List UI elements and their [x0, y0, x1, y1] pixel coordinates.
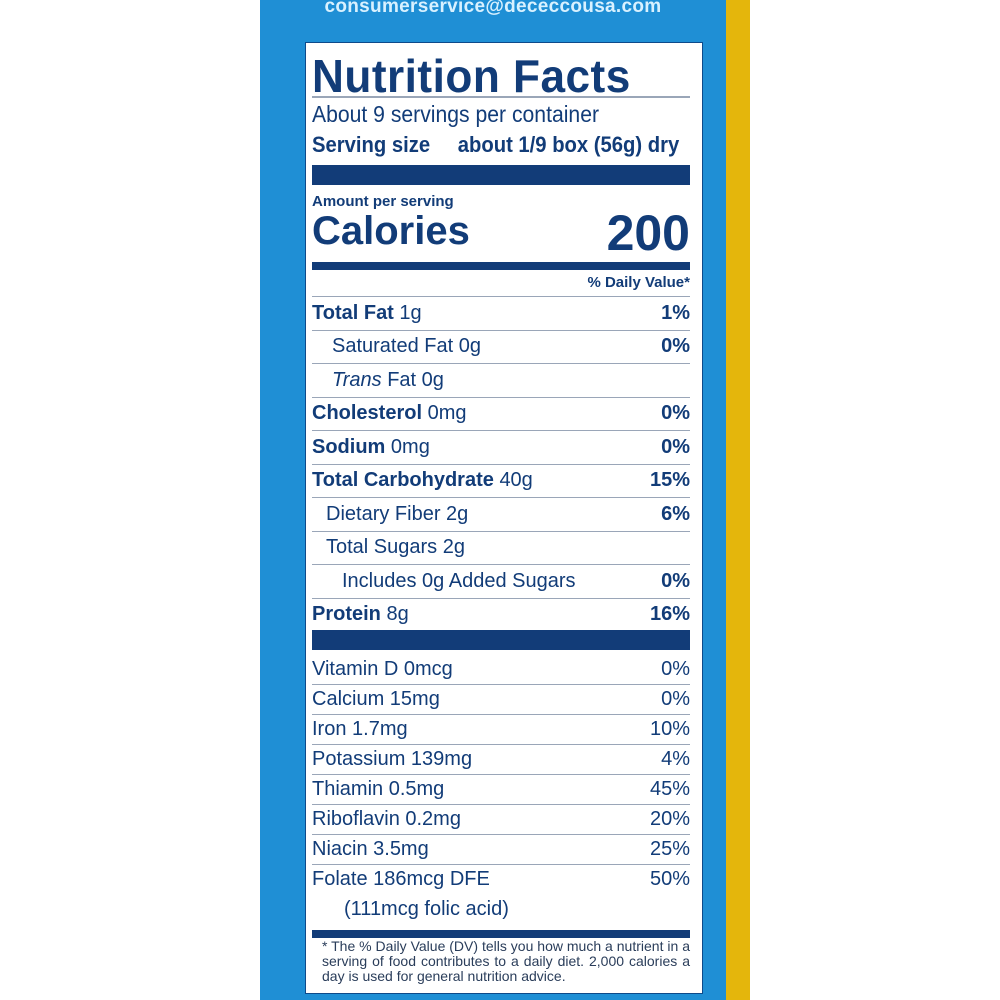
vitamin-row: Riboflavin 0.2mg 20%: [312, 804, 690, 834]
vitamin-label: Folate 186mcg DFE: [312, 868, 490, 890]
nutrient-daily-value: 0%: [661, 402, 690, 425]
nutrient-name: Saturated Fat: [332, 335, 454, 358]
nutrient-daily-value: 0%: [661, 435, 690, 458]
vitamin-daily-value: 0%: [661, 657, 690, 680]
nutrient-name: Protein: [312, 603, 381, 626]
nutrient-amount: 0mg: [427, 402, 467, 425]
nutrient-daily-value: 15%: [649, 469, 690, 492]
nutrient-amount: 40g: [499, 469, 533, 492]
nutrient-name: Trans: [332, 368, 382, 391]
nutrient-name: Total Sugars: [326, 536, 438, 559]
nutrient-row: Protein 8g 16%: [312, 597, 690, 632]
nutrition-facts-label: Nutrition Facts About 9 servings per con…: [305, 42, 703, 994]
vitamin-row: Thiamin 0.5mg 45%: [312, 774, 690, 804]
vitamin-daily-value: 10%: [649, 718, 690, 740]
nutrient-amount: 2g: [442, 536, 465, 559]
nutrient-row: Cholesterol 0mg 0%: [312, 396, 690, 431]
nutrient-name: Cholesterol: [312, 402, 423, 425]
nutrient-name: Total Fat: [312, 301, 394, 324]
thick-divider: [312, 165, 690, 185]
vitamin-daily-value: 0%: [661, 688, 690, 710]
nutrient-label: Protein 8g: [312, 603, 409, 626]
vitamin-row: (111mcg folic acid): [312, 894, 690, 924]
vitamin-row: Niacin 3.5mg 25%: [312, 834, 690, 864]
nutrient-amount: Fat 0g: [387, 368, 444, 391]
nutrient-daily-value: 16%: [649, 603, 690, 626]
nutrient-row: Saturated Fat 0g 0%: [312, 329, 690, 364]
vitamin-daily-value: 20%: [649, 808, 690, 830]
nutrient-name: Total Carbohydrate: [312, 469, 494, 492]
nutrient-daily-value: 1%: [661, 301, 690, 324]
thick-divider: [312, 630, 690, 650]
nutrient-amount: 1g: [399, 301, 422, 324]
nutrient-label: Trans Fat 0g: [312, 369, 444, 392]
nutrient-row: Sodium 0mg 0%: [312, 430, 690, 464]
vitamin-label: Vitamin D 0mcg: [312, 657, 453, 680]
servings-per-container: About 9 servings per container: [312, 101, 600, 127]
nutrient-row: Total Sugars 2g: [312, 530, 690, 565]
nutrient-name: Sodium: [312, 435, 386, 458]
vitamin-daily-value: 50%: [649, 868, 690, 890]
nutrient-row: Dietary Fiber 2g 6%: [312, 497, 690, 531]
nutrient-label: Saturated Fat 0g: [312, 335, 481, 358]
vitamin-daily-value: 4%: [661, 748, 690, 770]
serving-size-label: Serving size: [312, 132, 431, 157]
nutrient-amount: 0mg: [390, 435, 430, 458]
calories-row: Calories 200: [312, 205, 690, 261]
nutrient-row: Includes 0g Added Sugars 0%: [312, 564, 690, 598]
nutrient-row: Trans Fat 0g: [312, 363, 690, 397]
thick-divider: [312, 930, 690, 938]
vitamin-row: Folate 186mcg DFE 50%: [312, 864, 690, 894]
vitamin-daily-value: 25%: [649, 838, 690, 860]
package-yellow-stripe: [726, 0, 750, 1000]
nutrient-name: Dietary Fiber: [326, 502, 441, 525]
nutrient-label: Total Fat 1g: [312, 302, 422, 325]
nutrient-daily-value: 6%: [661, 502, 690, 525]
vitamin-label: (111mcg folic acid): [344, 897, 509, 920]
serving-size: Serving size about 1/9 box (56g) dry: [312, 132, 679, 158]
divider: [312, 96, 690, 98]
nutrient-row: Total Fat 1g 1%: [312, 296, 690, 330]
serving-size-value: about 1/9 box (56g) dry: [457, 132, 680, 157]
vitamin-label: Potassium 139mg: [312, 748, 473, 770]
vitamin-row: Calcium 15mg 0%: [312, 684, 690, 714]
label-title: Nutrition Facts: [312, 50, 631, 102]
footnote: * The % Daily Value (DV) tells you how m…: [322, 938, 690, 984]
vitamin-row: Iron 1.7mg 10%: [312, 714, 690, 744]
vitamin-row: Vitamin D 0mcg 0%: [312, 654, 690, 684]
vitamin-daily-value: 45%: [649, 778, 690, 800]
nutrient-amount: 2g: [446, 502, 469, 525]
nutrient-name: Includes 0g Added Sugars: [342, 569, 576, 592]
nutrient-daily-value: 0%: [661, 335, 690, 358]
vitamin-label: Thiamin 0.5mg: [312, 778, 445, 800]
daily-value-header: % Daily Value*: [587, 274, 690, 291]
nutrient-label: Total Carbohydrate 40g: [312, 469, 533, 492]
contact-email: consumerservice@dececcousa.com: [324, 0, 662, 17]
vitamin-label: Calcium 15mg: [312, 688, 440, 710]
calories-label: Calories: [312, 209, 470, 253]
vitamin-row: Potassium 139mg 4%: [312, 744, 690, 774]
nutrient-daily-value: 0%: [661, 569, 690, 592]
nutrient-label: Dietary Fiber 2g: [312, 503, 468, 526]
amount-per-serving: Amount per serving: [312, 193, 454, 210]
vitamin-label: Riboflavin 0.2mg: [312, 808, 461, 830]
nutrient-amount: 8g: [386, 603, 409, 626]
vitamin-label: Iron 1.7mg: [312, 718, 408, 740]
thick-divider: [312, 262, 690, 270]
nutrient-label: Cholesterol 0mg: [312, 402, 467, 425]
vitamin-label: Niacin 3.5mg: [312, 838, 429, 860]
nutrient-label: Includes 0g Added Sugars: [312, 570, 576, 593]
nutrient-amount: 0g: [458, 335, 481, 358]
nutrient-label: Sodium 0mg: [312, 436, 430, 459]
calories-value: 200: [606, 205, 690, 261]
nutrient-label: Total Sugars 2g: [312, 536, 465, 559]
nutrient-row: Total Carbohydrate 40g 15%: [312, 463, 690, 498]
